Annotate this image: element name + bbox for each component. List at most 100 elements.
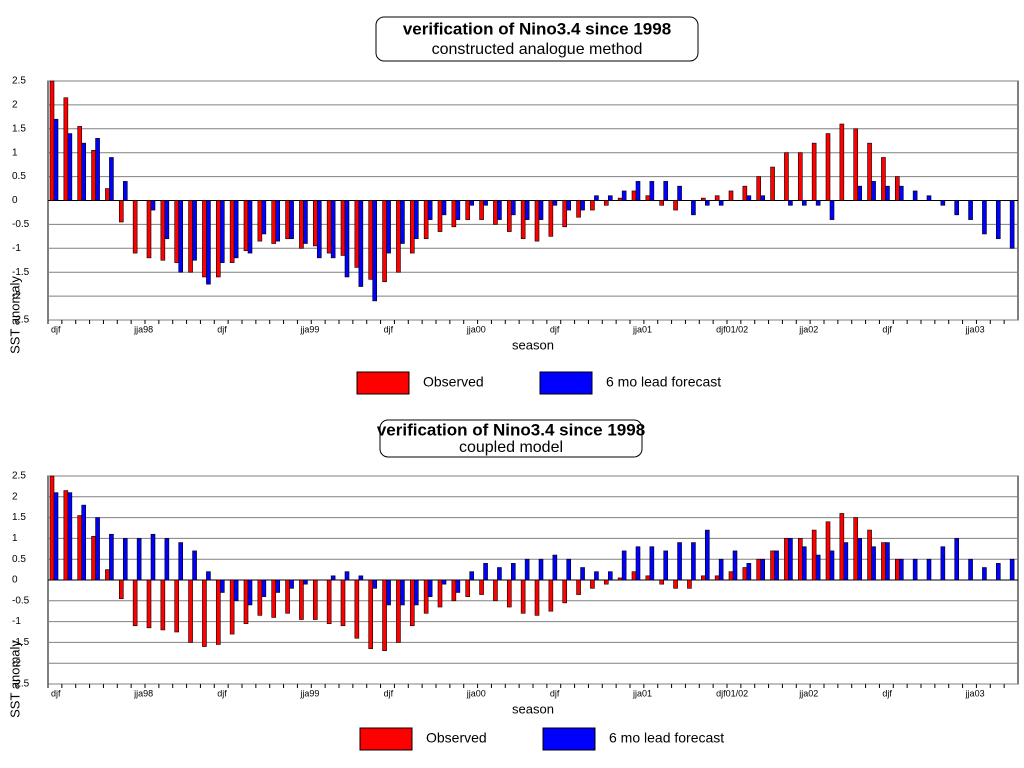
y-tick-label: 1.5: [12, 512, 26, 523]
bar: [465, 579, 471, 597]
bar: [150, 200, 156, 211]
bar: [594, 571, 599, 581]
bar: [534, 579, 540, 616]
bar: [122, 181, 128, 201]
bar: [621, 190, 627, 201]
bar: [275, 200, 281, 242]
bar: [1009, 200, 1015, 249]
bar: [483, 200, 488, 206]
x-tick-label: djf01/02: [716, 688, 748, 698]
bar: [718, 200, 724, 206]
bar: [510, 200, 516, 216]
bar: [621, 550, 627, 581]
bar: [271, 579, 277, 618]
bar: [635, 181, 641, 201]
bar: [413, 579, 419, 606]
x-tick-label: djf: [384, 688, 394, 698]
bar: [271, 200, 277, 244]
bar: [340, 579, 346, 627]
bar: [857, 538, 863, 581]
bar: [150, 533, 156, 581]
bar: [801, 200, 807, 206]
chart-title: verification of Nino3.4 since 1998: [403, 20, 671, 39]
bar: [289, 200, 294, 240]
bar: [423, 579, 429, 614]
x-tick-label: jja01: [632, 688, 652, 698]
bar: [493, 200, 498, 225]
y-tick-label: -2: [12, 291, 21, 302]
bar: [815, 200, 821, 206]
bar: [552, 554, 558, 581]
bar: [760, 558, 766, 581]
bar: [843, 542, 849, 581]
bar: [340, 200, 346, 256]
bar: [885, 185, 890, 201]
bar: [663, 181, 669, 201]
bar: [354, 200, 360, 268]
bar: [867, 529, 872, 581]
legend-label: Observed: [426, 730, 487, 746]
bar: [479, 200, 484, 220]
bar: [77, 515, 83, 581]
bar: [853, 128, 859, 201]
x-tick-label: jja98: [133, 688, 153, 698]
x-tick-label: djf01/02: [716, 324, 748, 334]
bar: [105, 188, 110, 201]
bar: [867, 142, 872, 201]
bar: [493, 579, 498, 602]
bar: [704, 200, 710, 206]
bar: [742, 185, 748, 201]
bar: [497, 567, 502, 581]
bar: [700, 575, 706, 581]
bar: [368, 579, 374, 649]
bar: [132, 579, 138, 627]
bar: [326, 579, 332, 624]
bar: [520, 200, 526, 240]
bar: [839, 123, 845, 201]
bar: [714, 575, 720, 581]
bar: [784, 152, 789, 201]
bar: [413, 200, 419, 240]
bar: [746, 563, 752, 581]
bar: [603, 200, 609, 206]
bar: [580, 567, 585, 581]
bar: [261, 579, 267, 597]
bar: [483, 563, 488, 581]
bar: [756, 558, 762, 581]
bar: [645, 575, 651, 581]
bar: [109, 533, 114, 581]
bar: [524, 200, 530, 220]
legend-swatch: [539, 371, 593, 395]
bar: [192, 550, 197, 581]
chart-title: verification of Nino3.4 since 1998: [377, 421, 645, 440]
bar: [714, 195, 720, 201]
bar: [455, 579, 461, 593]
bar: [427, 200, 433, 220]
bar: [396, 200, 401, 273]
bar: [520, 579, 526, 614]
bar: [257, 579, 263, 616]
bar: [728, 571, 734, 581]
bar: [649, 546, 655, 581]
bar: [829, 550, 835, 581]
bar: [898, 185, 904, 201]
bar: [118, 200, 124, 223]
x-tick-label: jja98: [133, 324, 153, 334]
bar: [469, 571, 475, 581]
bar: [538, 558, 544, 581]
bar: [382, 200, 387, 283]
bar: [261, 200, 267, 235]
bar: [160, 579, 166, 631]
y-tick-label: 1: [12, 147, 18, 158]
bar: [562, 579, 568, 604]
bar: [285, 200, 290, 240]
y-tick-label: -1: [12, 243, 21, 254]
bar: [229, 579, 235, 635]
y-tick-label: 2: [12, 100, 18, 111]
bar: [465, 200, 471, 220]
bar: [257, 200, 263, 242]
chart-subtitle: coupled model: [459, 439, 563, 456]
bar: [53, 492, 59, 581]
legend-swatch: [542, 727, 596, 751]
